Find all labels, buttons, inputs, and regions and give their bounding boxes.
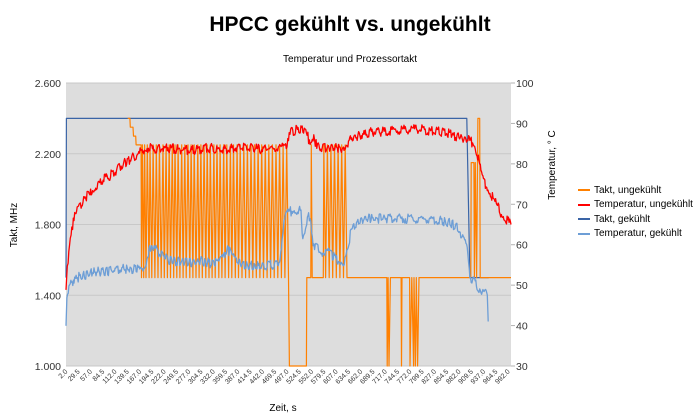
series-line-3 [65,205,489,326]
svg-text:90: 90 [516,118,528,130]
chart-subtitle: Temperatur und Prozessortakt [283,54,417,65]
legend-swatch-icon [578,218,590,221]
svg-text:50: 50 [516,280,528,292]
svg-text:2.200: 2.200 [35,149,61,161]
x-axis-ticks: 2.029.557.084.5112.0139.5167.0194.5222.0… [58,368,512,385]
svg-text:1.800: 1.800 [35,220,61,232]
legend-label: Temperatur, gekühlt [594,228,682,240]
svg-text:60: 60 [516,240,528,252]
series-line-0 [127,117,511,367]
series-group [65,117,512,367]
legend-swatch-icon [578,189,590,192]
svg-text:70: 70 [516,199,528,211]
legend-label: Takt, gekühlt [594,213,651,225]
svg-text:29.5: 29.5 [67,368,82,383]
y-axis-right-label: Temperatur, ° C [547,130,558,200]
legend-swatch-icon [578,203,590,206]
legend-item-temperatur-gekuehlt: Temperatur, gekühlt [578,227,693,242]
x-axis-label: Zeit, s [269,403,296,414]
legend-item-temperatur-ungekuehlt: Temperatur, ungekühlt [578,198,693,213]
svg-text:30: 30 [516,361,528,373]
svg-text:80: 80 [516,159,528,171]
svg-text:1.400: 1.400 [35,290,61,302]
legend: Takt, ungekühlt Temperatur, ungekühlt Ta… [578,183,693,241]
svg-text:2.600: 2.600 [35,78,61,90]
y-axis-left-ticks: 1.000 1.400 1.800 2.200 2.600 [35,78,61,373]
legend-item-takt-ungekuehlt: Takt, ungekühlt [578,183,693,198]
svg-text:57.0: 57.0 [79,368,94,383]
series-line-1 [65,124,512,290]
y-axis-left-label: Takt, MHz [9,203,20,247]
chart-title: HPCC gekühlt vs. ungekühlt [209,13,491,36]
svg-text:1.000: 1.000 [35,361,61,373]
y-axis-right-ticks: 30 40 50 60 70 80 90 100 [511,78,534,373]
svg-text:100: 100 [516,78,534,90]
legend-label: Temperatur, ungekühlt [594,199,693,211]
svg-text:40: 40 [516,321,528,333]
legend-item-takt-gekuehlt: Takt, gekühlt [578,212,693,227]
legend-label: Takt, ungekühlt [594,184,662,196]
svg-text:2.0: 2.0 [58,368,70,380]
legend-swatch-icon [578,232,590,235]
